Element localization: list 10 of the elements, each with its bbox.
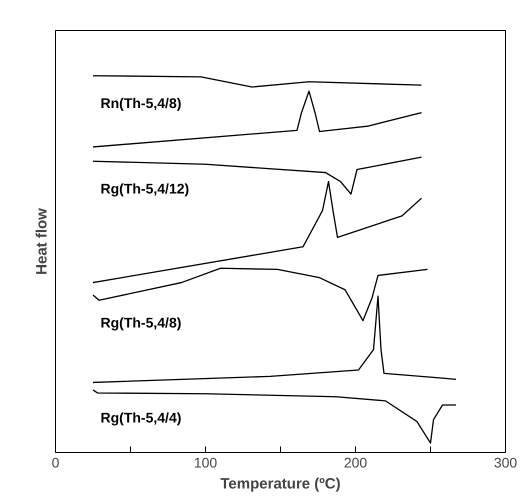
series-label: Rg(Th-5,4/12) xyxy=(100,180,190,197)
x-tick-label: 200 xyxy=(344,454,368,470)
x-tick-label: 300 xyxy=(494,454,518,470)
y-axis-title: Heat flow xyxy=(34,208,50,275)
series-label: Rg(Th-5,4/4) xyxy=(100,409,182,426)
series-label: Rn(Th-5,4/8) xyxy=(100,95,182,112)
series-label: Rg(Th-5,4/8) xyxy=(100,314,182,330)
x-tick-label: 0 xyxy=(52,454,60,470)
x-axis-title: Temperature (ºC) xyxy=(220,476,341,492)
x-tick-label: 100 xyxy=(194,454,218,470)
